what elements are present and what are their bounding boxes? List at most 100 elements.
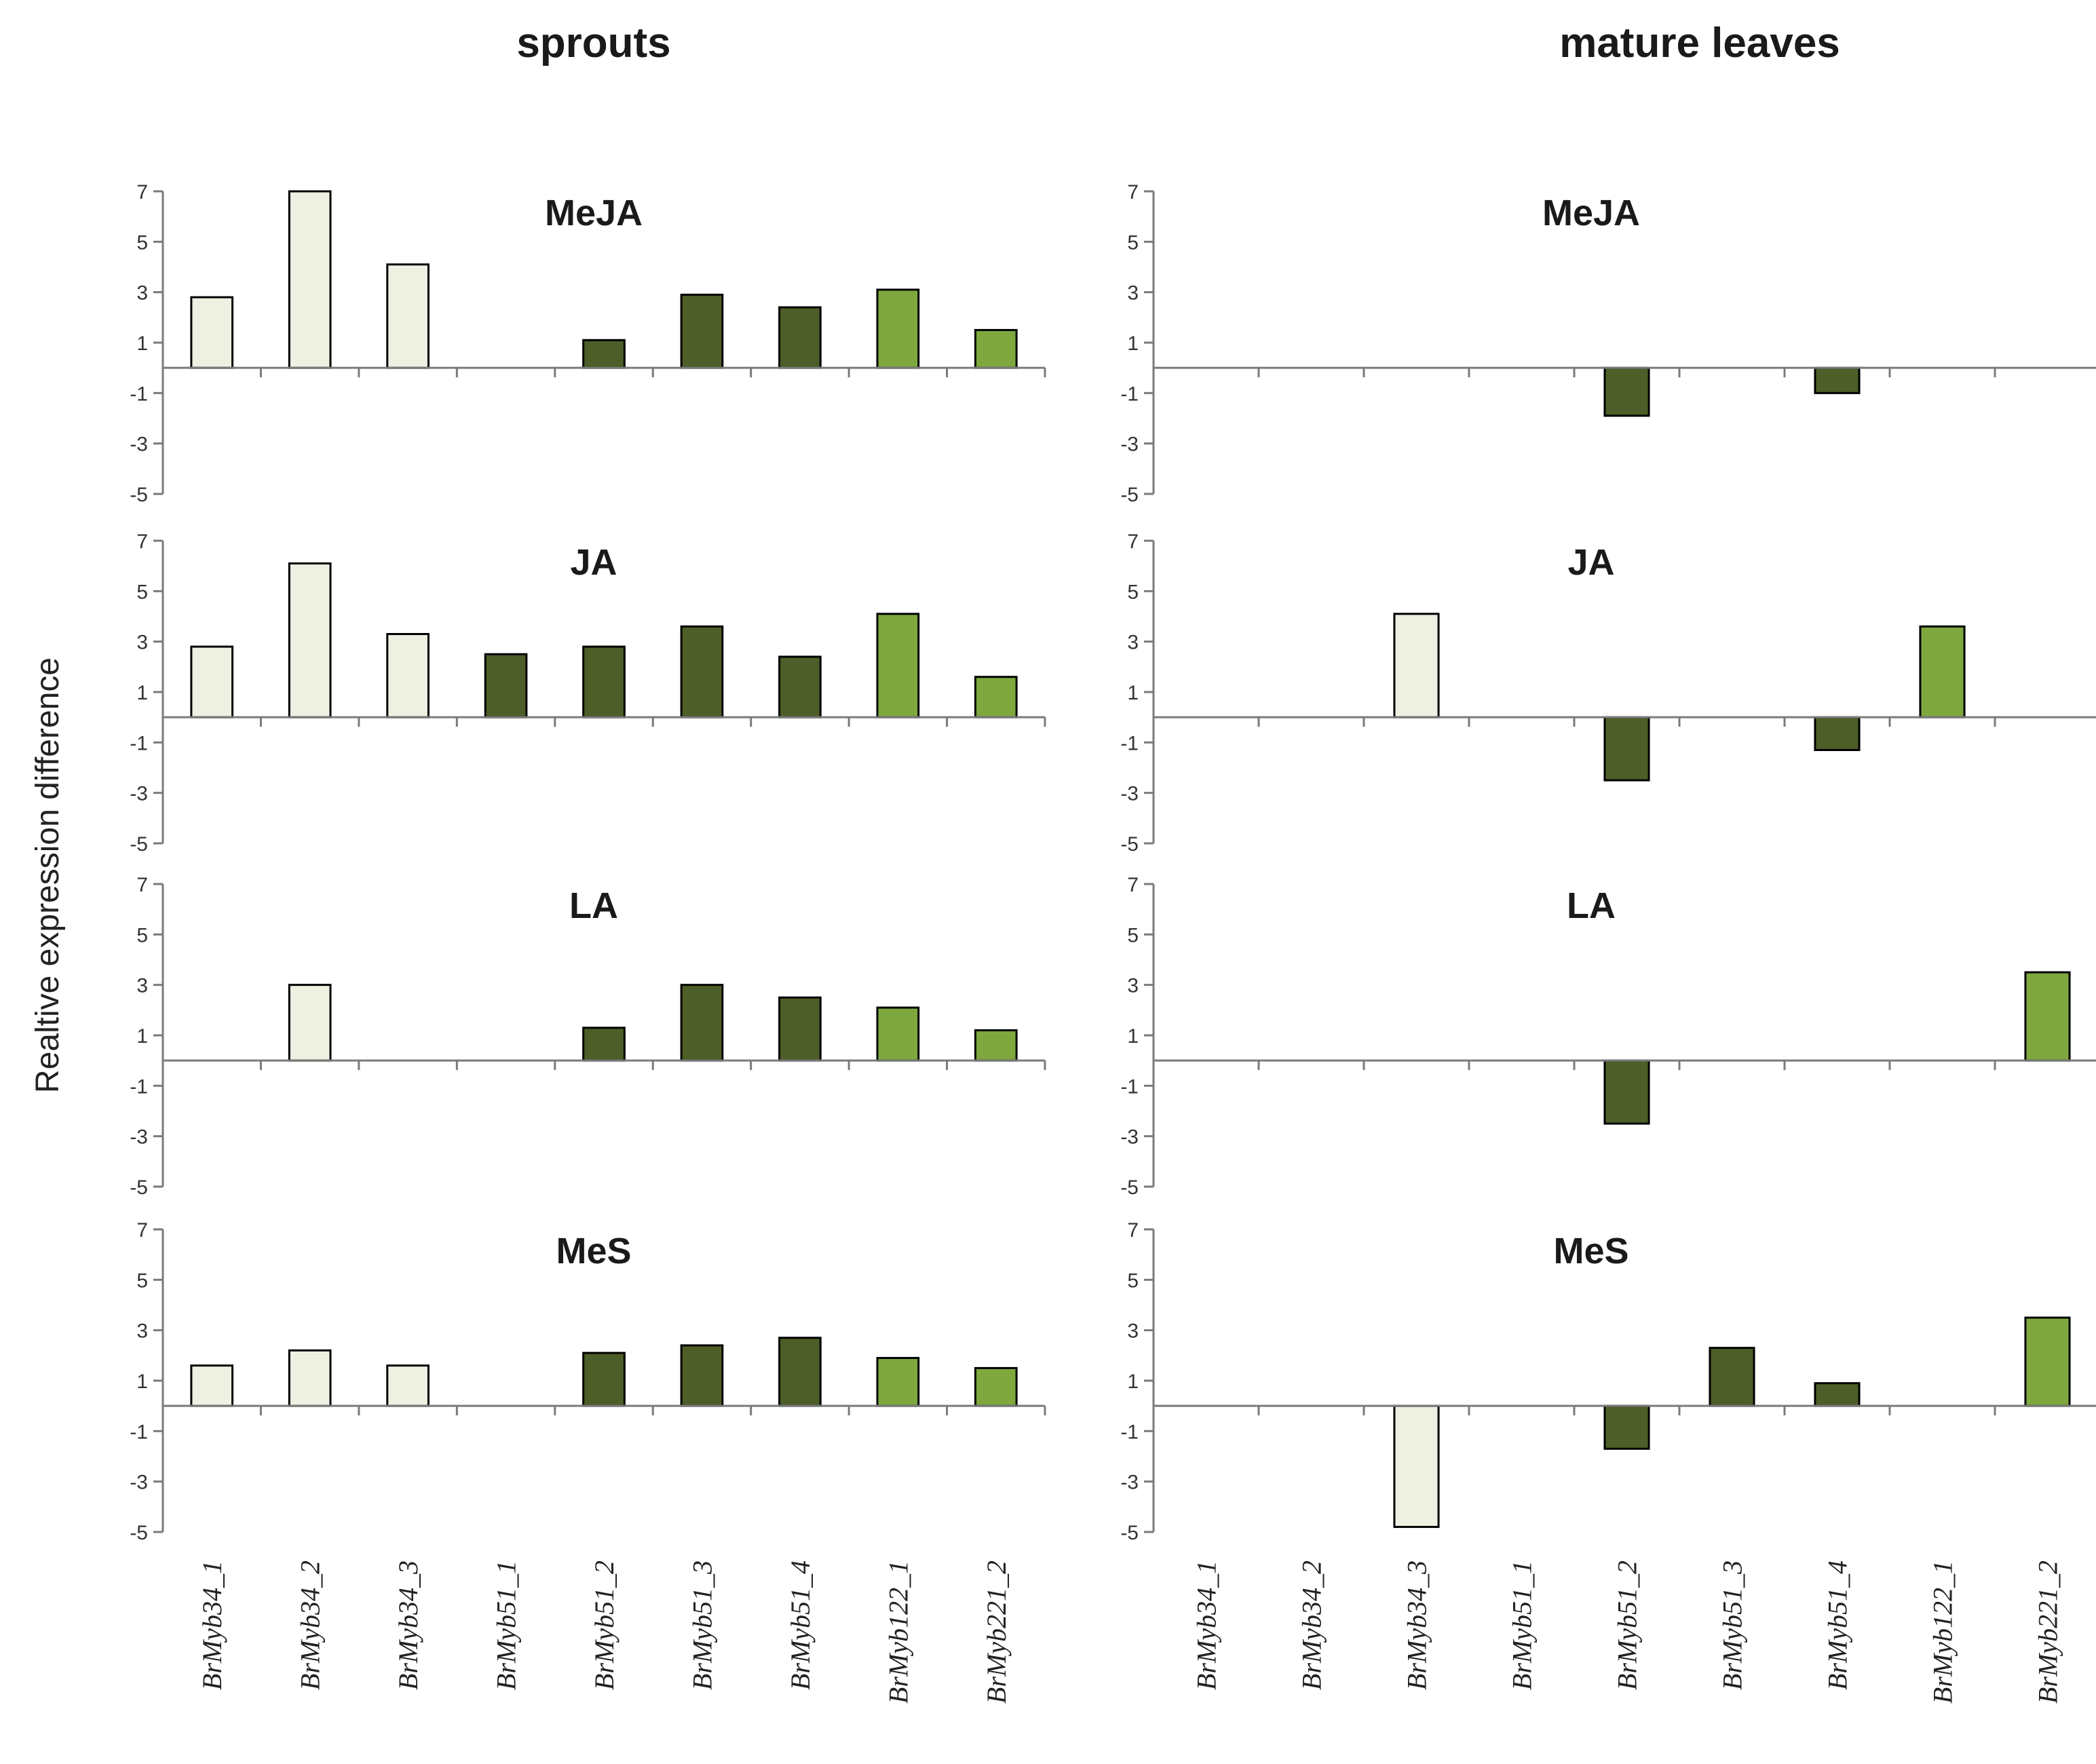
y-tick-label: 3 xyxy=(136,975,148,997)
panels-layer: 7 5 3 1 -1 -3 -5 MeJA 7 5 3 1 -1 -3 -5 JA 7 5 3 1 -1 -3 -5 LA 7 5… xyxy=(130,181,2096,1704)
bar-BrMyb51_3 xyxy=(1709,1347,1755,1407)
y-tick-label: -3 xyxy=(1120,434,1139,456)
y-tick-label: -3 xyxy=(130,783,148,805)
category-label: BrMyb221_2 xyxy=(981,1560,1012,1704)
category-label: BrMyb51_2 xyxy=(1612,1560,1643,1690)
y-tick-label: 3 xyxy=(136,1320,148,1343)
y-tick-label: -1 xyxy=(1120,1421,1139,1443)
y-tick-label: 5 xyxy=(1127,924,1139,946)
y-tick-label: -3 xyxy=(130,434,148,456)
y-tick-label: 3 xyxy=(136,282,148,305)
category-label: BrMyb34_3 xyxy=(393,1560,423,1690)
y-tick-label: 3 xyxy=(1127,282,1139,305)
bar-BrMyb122_1 xyxy=(876,288,920,369)
y-tick-label: -5 xyxy=(130,833,148,856)
y-tick-label: 7 xyxy=(136,181,148,204)
panel-sprouts-MeS: 7 5 3 1 -1 -3 -5 MeS xyxy=(130,1219,1046,1544)
y-tick-label: 1 xyxy=(136,332,148,355)
y-tick-label: -1 xyxy=(1120,383,1139,405)
category-label: BrMyb34_3 xyxy=(1402,1560,1432,1690)
y-tick-label: 1 xyxy=(1127,682,1139,704)
bar-BrMyb51_4 xyxy=(1814,1382,1861,1407)
y-tick-label: 1 xyxy=(1127,1025,1139,1048)
column-title-sprouts: sprouts xyxy=(516,20,670,66)
y-tick-label: -1 xyxy=(130,383,148,405)
bar-BrMyb51_1 xyxy=(484,653,528,718)
bar-BrMyb51_2 xyxy=(1603,1059,1650,1125)
bar-BrMyb221_2 xyxy=(974,1029,1018,1062)
y-tick-label: -1 xyxy=(130,1421,148,1443)
bar-BrMyb34_1 xyxy=(190,296,234,369)
y-tick-label: -1 xyxy=(130,1075,148,1098)
y-tick-label: 7 xyxy=(136,874,148,896)
bar-BrMyb51_3 xyxy=(680,984,724,1062)
y-tick-label: 5 xyxy=(136,924,148,946)
bar-BrMyb34_3 xyxy=(1393,613,1440,718)
bar-BrMyb34_3 xyxy=(386,263,430,369)
y-tick-label: -3 xyxy=(130,1472,148,1494)
category-label: BrMyb34_2 xyxy=(295,1560,326,1690)
y-tick-label: 7 xyxy=(1127,181,1139,204)
y-tick-label: 3 xyxy=(136,632,148,654)
bar-BrMyb51_2 xyxy=(1603,1404,1650,1450)
panel-title: JA xyxy=(570,542,617,583)
y-tick-label: 1 xyxy=(136,1370,148,1393)
category-label: BrMyb34_1 xyxy=(1192,1560,1222,1690)
y-tick-label: 1 xyxy=(1127,1370,1139,1393)
y-tick-label: -5 xyxy=(1120,1522,1139,1544)
bar-BrMyb51_3 xyxy=(680,1344,724,1407)
bar-BrMyb221_2 xyxy=(974,1366,1018,1407)
bar-BrMyb34_2 xyxy=(288,190,332,369)
y-tick-label: -5 xyxy=(130,1522,148,1544)
panel-mature-leaves-JA: 7 5 3 1 -1 -3 -5 JA xyxy=(1120,531,2096,856)
y-tick-label: 1 xyxy=(136,1025,148,1048)
y-tick-label: 1 xyxy=(136,682,148,704)
bar-BrMyb51_4 xyxy=(1814,716,1861,751)
category-label: BrMyb34_2 xyxy=(1297,1560,1327,1690)
y-tick-label: 7 xyxy=(136,531,148,553)
panel-sprouts-LA: 7 5 3 1 -1 -3 -5 LA xyxy=(130,874,1046,1199)
bar-BrMyb51_2 xyxy=(582,645,626,718)
bar-BrMyb221_2 xyxy=(2024,971,2071,1062)
panel-sprouts-MeJA: 7 5 3 1 -1 -3 -5 MeJA xyxy=(130,181,1046,506)
category-label: BrMyb51_3 xyxy=(687,1560,717,1690)
bar-BrMyb51_2 xyxy=(1603,366,1650,417)
y-tick-label: 5 xyxy=(136,1269,148,1292)
bar-BrMyb34_2 xyxy=(288,984,332,1062)
bar-BrMyb51_2 xyxy=(582,339,626,369)
category-label: BrMyb122_1 xyxy=(1928,1560,1958,1704)
category-label: BrMyb51_2 xyxy=(589,1560,620,1690)
panel-title: MeJA xyxy=(545,193,643,233)
y-tick-label: -5 xyxy=(130,1176,148,1199)
bar-BrMyb51_2 xyxy=(582,1027,626,1062)
column-title-mature-leaves: mature leaves xyxy=(1559,20,1840,66)
y-tick-label: -1 xyxy=(1120,1075,1139,1098)
category-label: BrMyb51_3 xyxy=(1717,1560,1748,1690)
y-tick-label: 1 xyxy=(1127,332,1139,355)
bar-BrMyb34_3 xyxy=(386,1364,430,1407)
y-tick-label: 5 xyxy=(136,581,148,603)
category-label: BrMyb221_2 xyxy=(2033,1560,2063,1704)
panel-title: JA xyxy=(1567,542,1614,583)
bar-BrMyb51_4 xyxy=(778,655,822,718)
bar-BrMyb51_2 xyxy=(582,1351,626,1407)
y-tick-label: 5 xyxy=(1127,1269,1139,1292)
bar-BrMyb122_1 xyxy=(876,1006,920,1062)
y-tick-label: 5 xyxy=(136,231,148,254)
bar-BrMyb51_4 xyxy=(778,1337,822,1407)
bar-BrMyb34_2 xyxy=(288,562,332,718)
bar-BrMyb51_4 xyxy=(1814,366,1861,394)
y-tick-label: -5 xyxy=(1120,484,1139,506)
bar-BrMyb122_1 xyxy=(876,1357,920,1407)
category-label: BrMyb51_1 xyxy=(491,1560,522,1690)
y-tick-label: 7 xyxy=(136,1219,148,1242)
bar-BrMyb221_2 xyxy=(2024,1316,2071,1407)
bar-BrMyb122_1 xyxy=(876,613,920,718)
panel-mature-leaves-LA: 7 5 3 1 -1 -3 -5 LA xyxy=(1120,874,2096,1199)
panel-title: MeS xyxy=(1553,1231,1628,1271)
y-tick-label: -1 xyxy=(1120,732,1139,754)
category-label: BrMyb51_4 xyxy=(1823,1560,1853,1690)
y-tick-label: -3 xyxy=(1120,1472,1139,1494)
bar-BrMyb51_3 xyxy=(680,625,724,718)
